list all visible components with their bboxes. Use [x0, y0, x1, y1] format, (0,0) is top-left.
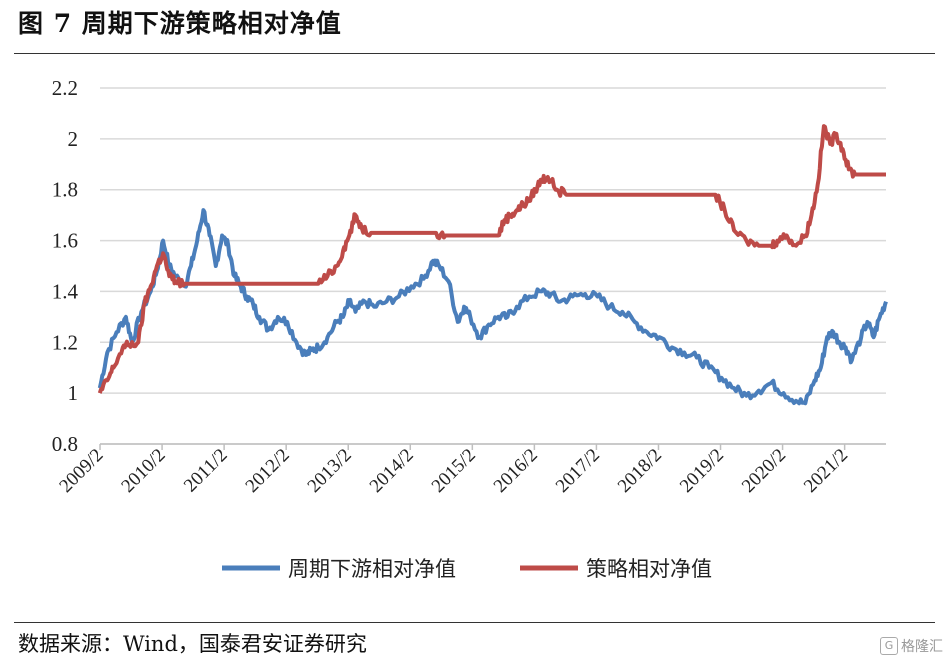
y-tick-label: 1.4 [52, 279, 79, 303]
legend-label-1: 周期下游相对净值 [288, 557, 456, 581]
x-tick-label: 2013/2 [304, 445, 356, 497]
source-note: 数据来源：Wind，国泰君安证券研究 [18, 632, 367, 656]
y-tick-label: 1.2 [52, 330, 78, 354]
bottom-rule [14, 622, 935, 623]
y-tick-label: 0.8 [52, 432, 78, 456]
gridlines [100, 87, 886, 445]
x-tick-label: 2012/2 [242, 445, 294, 497]
x-tick-label: 2019/2 [676, 445, 728, 497]
y-tick-label: 2 [68, 127, 79, 151]
y-tick-label: 1 [68, 381, 79, 405]
legend: 周期下游相对净值 策略相对净值 [222, 557, 712, 581]
x-tick-label: 2014/2 [366, 445, 418, 497]
x-tick-label: 2011/2 [180, 445, 232, 497]
watermark: G 格隆汇 [880, 636, 943, 656]
series-line-2 [97, 124, 886, 394]
x-tick-label: 2020/2 [738, 445, 790, 497]
y-axis-ticks: 0.8 1 1.2 1.4 1.6 1.8 2 2.2 [52, 76, 79, 456]
x-axis-ticks: 2009/2 2010/2 2011/2 2012/2 2013/2 2014/2 2015… [55, 444, 852, 497]
figure-title: 图 7 周期下游策略相对净值 [18, 9, 342, 38]
y-tick-label: 1.8 [52, 178, 78, 202]
watermark-logo-icon: G [880, 637, 898, 655]
x-tick-label: 2010/2 [117, 445, 169, 497]
x-tick-label: 2021/2 [800, 445, 852, 497]
x-tick-label: 2016/2 [490, 445, 542, 497]
series-line-1 [97, 208, 888, 406]
y-tick-label: 2.2 [52, 76, 78, 100]
x-tick-label: 2015/2 [428, 445, 480, 497]
x-tick-label: 2017/2 [552, 445, 604, 497]
y-tick-label: 1.6 [52, 229, 78, 253]
watermark-text: 格隆汇 [901, 639, 943, 655]
legend-label-2: 策略相对净值 [586, 557, 712, 581]
x-tick-label: 2018/2 [614, 445, 666, 497]
top-rule [14, 53, 935, 54]
series-lines [97, 124, 888, 406]
